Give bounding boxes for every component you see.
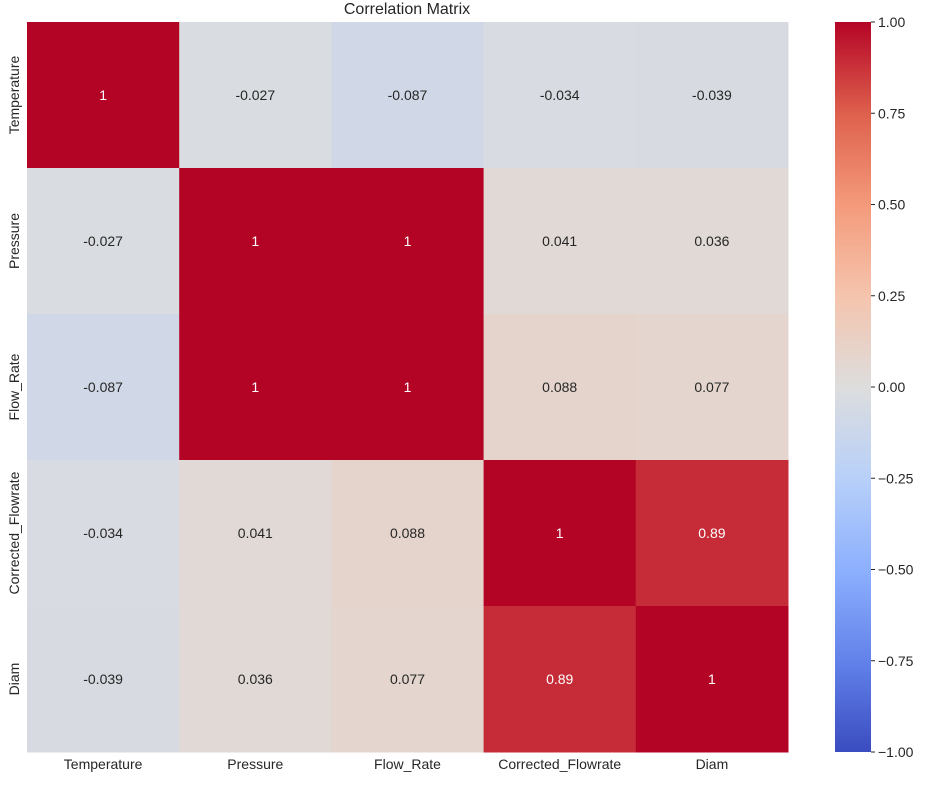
cell-value-label: 0.89 — [698, 525, 725, 541]
cell-value-label: -0.087 — [83, 379, 123, 395]
heatmap-cell — [27, 168, 180, 315]
colorbar-gradient — [835, 22, 871, 752]
cell-value-label: 0.088 — [542, 379, 577, 395]
colorbar-tick-label: 0.75 — [878, 105, 905, 121]
cell-value-label: 0.077 — [694, 379, 729, 395]
heatmap-cell — [331, 606, 485, 753]
y-tick-label: Temperature — [6, 55, 22, 134]
heatmap-cell — [179, 22, 332, 169]
heatmap-cell — [179, 460, 332, 607]
x-tick-label: Flow_Rate — [374, 756, 441, 772]
cell-value-label: 0.041 — [542, 233, 577, 249]
heatmap-cell — [635, 168, 789, 315]
heatmap-cell — [179, 314, 332, 461]
colorbar-tick-label: −0.25 — [878, 470, 914, 486]
heatmap-grid: 1 -0.027 -0.087 -0.034 -0.039 -0.027 1 1 0.041 0.… — [27, 22, 789, 753]
colorbar-tick-label: 0.25 — [878, 288, 905, 304]
heatmap-cell — [331, 314, 485, 461]
colorbar: 1.00 0.75 0.50 0.25 0.00 −0.25 −0.50 −0.75 −1.00 — [835, 14, 914, 760]
cell-value-label: -0.039 — [692, 87, 732, 103]
x-tick-label: Corrected_Flowrate — [498, 756, 621, 772]
y-tick-labels: Temperature Pressure Flow_Rate Corrected_Fl… — [6, 55, 22, 695]
heatmap-cell — [483, 314, 637, 461]
cell-value-label: 1 — [251, 233, 259, 249]
x-tick-label: Diam — [696, 756, 729, 772]
heatmap-cell — [179, 168, 332, 315]
colorbar-tick-label: 0.00 — [878, 379, 905, 395]
cell-value-label: 1 — [556, 525, 564, 541]
x-tick-label: Temperature — [64, 756, 143, 772]
y-tick-label: Flow_Rate — [6, 353, 22, 420]
cell-value-label: 1 — [99, 87, 107, 103]
heatmap-cell — [179, 606, 332, 753]
cell-value-label: 1 — [708, 671, 716, 687]
cell-value-label: -0.087 — [388, 87, 428, 103]
cell-value-label: -0.027 — [83, 233, 123, 249]
cell-value-label: 0.041 — [238, 525, 273, 541]
x-tick-labels: Temperature Pressure Flow_Rate Corrected_Fl… — [64, 756, 728, 772]
y-tick-label: Corrected_Flowrate — [6, 471, 22, 594]
heatmap-cell — [331, 22, 485, 169]
cell-value-label: 0.89 — [546, 671, 573, 687]
colorbar-tick-label: −1.00 — [878, 744, 914, 760]
cell-value-label: 0.036 — [238, 671, 273, 687]
heatmap-cell — [27, 22, 180, 169]
heatmap-cell — [483, 460, 637, 607]
cell-value-label: 0.036 — [694, 233, 729, 249]
heatmap-cell — [635, 460, 789, 607]
cell-value-label: 0.077 — [390, 671, 425, 687]
colorbar-tick-label: −0.75 — [878, 653, 914, 669]
heatmap-cell — [27, 314, 180, 461]
cell-value-label: 0.088 — [390, 525, 425, 541]
cell-value-label: 1 — [404, 379, 412, 395]
heatmap-cell — [483, 168, 637, 315]
cell-value-label: 1 — [404, 233, 412, 249]
colorbar-tick-label: 1.00 — [878, 14, 905, 30]
heatmap-cell — [483, 22, 637, 169]
cell-value-label: -0.034 — [540, 87, 580, 103]
heatmap-cell — [635, 22, 789, 169]
heatmap-cell — [635, 314, 789, 461]
cell-value-label: -0.034 — [83, 525, 123, 541]
cell-value-label: 1 — [251, 379, 259, 395]
x-tick-label: Pressure — [227, 756, 283, 772]
y-tick-label: Pressure — [6, 213, 22, 269]
heatmap-cell — [635, 606, 789, 753]
colorbar-tick-label: 0.50 — [878, 197, 905, 213]
heatmap-cell — [27, 606, 180, 753]
cell-value-label: -0.039 — [83, 671, 123, 687]
chart-title: Correlation Matrix — [344, 1, 470, 18]
heatmap-cell — [27, 460, 180, 607]
y-tick-label: Diam — [6, 663, 22, 696]
heatmap-cell — [331, 460, 485, 607]
colorbar-tick-label: −0.50 — [878, 562, 914, 578]
cell-value-label: -0.027 — [235, 87, 275, 103]
heatmap-cell — [483, 606, 637, 753]
heatmap-cell — [331, 168, 485, 315]
